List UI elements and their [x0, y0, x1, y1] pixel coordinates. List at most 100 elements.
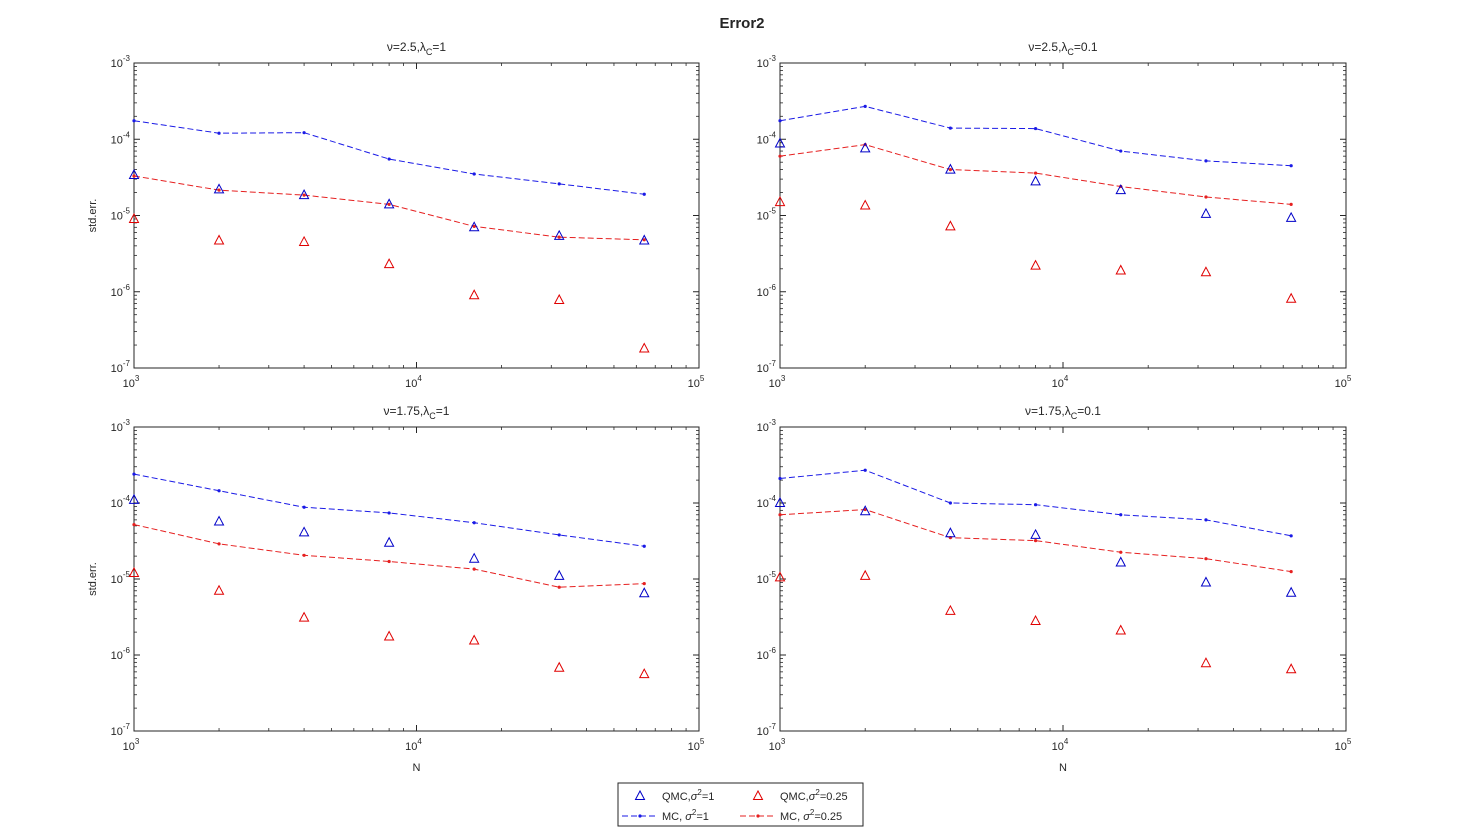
plot-area: [774, 468, 1297, 674]
x-axis-label: N: [1059, 762, 1067, 774]
y-axis-label: std.err.: [87, 199, 99, 233]
y-axis-label: std.err.: [87, 562, 99, 596]
legend-entry-4: MC, σ2=0.25: [740, 808, 842, 823]
axes-box: [133, 426, 700, 732]
qmc-data-point: [859, 505, 871, 516]
qmc-data-point: [1285, 586, 1297, 597]
mc-data-point: [302, 193, 306, 197]
mc-data-point: [1033, 171, 1038, 175]
mc-data-point: [642, 581, 646, 586]
qmc-data-point: [468, 634, 480, 645]
x-tick-label: 104: [405, 737, 422, 753]
mc-data-point: [1289, 534, 1293, 538]
qmc-data-point: [383, 198, 395, 209]
qmc-data-point: [128, 566, 140, 577]
y-tick-label: 10-7: [757, 722, 777, 738]
mc-data-point: [778, 119, 782, 123]
qmc-data-point: [945, 527, 956, 538]
qmc-data-point: [638, 668, 650, 679]
series-2-qmc-markers: [128, 566, 650, 679]
legend-label: QMC,σ2=1: [662, 788, 714, 803]
mc-data-point: [472, 567, 476, 571]
y-tick-label: 10-6: [757, 283, 777, 299]
subplots: 103 104 105 10-7 10-6 10-5 10-4 10-3 ν=2.5,λC=1 s…: [87, 40, 1352, 774]
qmc-data-point: [1200, 207, 1212, 218]
qmc-data-point: [213, 584, 225, 595]
x-tick-label: 105: [688, 374, 705, 390]
mc-data-point: [472, 172, 476, 176]
mc-data-point: [1033, 503, 1038, 507]
axes-box: [779, 62, 1347, 369]
mc-data-point: [778, 154, 782, 158]
mc-data-point: [217, 489, 221, 493]
x-tick-label: 104: [1052, 374, 1069, 390]
legend-dot-marker: [756, 814, 760, 818]
legend-entry-3: MC, σ2=1: [622, 808, 709, 823]
qmc-data-point: [553, 661, 565, 672]
qmc-data-point: [1030, 528, 1041, 539]
mc-data-point: [1119, 149, 1123, 153]
qmc-data-point: [774, 137, 786, 148]
plot-area: [128, 472, 650, 679]
y-tick-label: 10-5: [757, 207, 777, 223]
subplot-2: 103 104 105 10-7 10-6 10-5 10-4 10-3 ν=2.5,λC=0.…: [757, 40, 1352, 390]
mc-data-point: [1119, 550, 1123, 554]
legend-triangle-marker: [634, 789, 646, 800]
series-3-mc-line: [132, 119, 646, 196]
qmc-data-point: [213, 183, 225, 194]
series-3-mc-line: [132, 472, 646, 548]
x-tick-label: 105: [1335, 737, 1352, 753]
mc-data-point: [217, 131, 221, 135]
x-tick-label: 105: [688, 737, 705, 753]
y-tick-label: 10-7: [111, 359, 131, 375]
qmc-data-point: [859, 142, 871, 153]
mc-data-point: [642, 192, 646, 196]
series-2-qmc-markers: [774, 569, 1297, 674]
qmc-data-point: [1030, 614, 1041, 626]
qmc-data-point: [298, 235, 310, 246]
qmc-data-point: [468, 552, 480, 563]
qmc-data-point: [383, 258, 395, 269]
qmc-data-point: [298, 611, 310, 622]
mc-data-point: [863, 104, 867, 108]
axes-box: [779, 426, 1347, 732]
qmc-data-point: [553, 229, 565, 240]
y-tick-label: 10-4: [757, 130, 777, 146]
x-tick-label: 103: [769, 374, 786, 390]
y-tick-label: 10-4: [757, 494, 777, 510]
x-tick-label: 103: [123, 737, 140, 753]
subplot-title: ν=1.75,λC=1: [384, 404, 450, 421]
series-2-qmc-markers: [774, 196, 1297, 303]
y-tick-label: 10-6: [111, 283, 131, 299]
mc-data-point: [1204, 518, 1208, 522]
qmc-data-point: [1115, 556, 1127, 567]
legend-entry-2: QMC,σ2=0.25: [752, 788, 848, 803]
qmc-data-point: [213, 515, 225, 526]
plot-area: [128, 119, 650, 353]
plot-area: [774, 104, 1297, 303]
figure-title: Error2: [719, 15, 764, 32]
legend-label: MC, σ2=0.25: [780, 808, 842, 823]
mc-data-point: [1289, 570, 1293, 574]
mc-data-point: [1033, 539, 1038, 543]
subplot-title: ν=2.5,λC=1: [387, 40, 447, 57]
qmc-data-point: [1115, 624, 1127, 635]
legend-entry-1: QMC,σ2=1: [634, 788, 714, 803]
qmc-data-point: [1115, 184, 1127, 195]
x-tick-label: 104: [405, 374, 422, 390]
qmc-data-point: [553, 569, 565, 580]
mc-data-point: [1289, 202, 1293, 206]
qmc-data-point: [383, 630, 395, 641]
qmc-data-point: [1030, 259, 1041, 270]
qmc-data-point: [213, 234, 225, 245]
series-4-mc-line: [132, 174, 646, 242]
qmc-data-point: [1285, 663, 1297, 674]
qmc-data-point: [638, 587, 650, 598]
series-1-qmc-markers: [128, 168, 650, 245]
mc-data-point: [1119, 513, 1123, 517]
qmc-data-point: [1115, 264, 1127, 275]
mc-data-point: [1204, 557, 1208, 561]
series-1-qmc-markers: [128, 493, 650, 598]
qmc-data-point: [774, 496, 786, 507]
